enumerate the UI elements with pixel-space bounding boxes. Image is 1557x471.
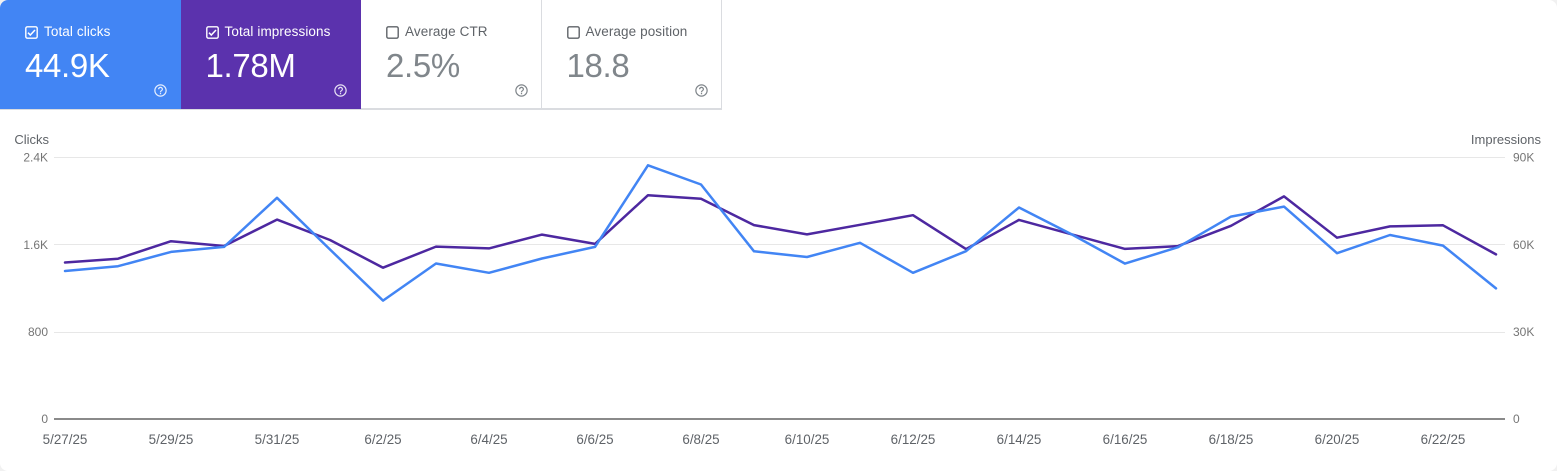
svg-text:6/12/25: 6/12/25 (891, 432, 936, 447)
svg-text:6/18/25: 6/18/25 (1209, 432, 1254, 447)
svg-text:0: 0 (1513, 412, 1520, 426)
svg-text:6/6/25: 6/6/25 (576, 432, 613, 447)
svg-text:5/27/25: 5/27/25 (43, 432, 88, 447)
svg-text:1.6K: 1.6K (23, 238, 48, 252)
svg-text:Impressions: Impressions (1471, 132, 1542, 147)
svg-text:5/29/25: 5/29/25 (149, 432, 194, 447)
svg-text:6/10/25: 6/10/25 (785, 432, 830, 447)
svg-text:60K: 60K (1513, 238, 1534, 252)
svg-text:6/4/25: 6/4/25 (470, 432, 507, 447)
svg-text:5/31/25: 5/31/25 (255, 432, 300, 447)
svg-text:6/16/25: 6/16/25 (1103, 432, 1148, 447)
svg-text:6/20/25: 6/20/25 (1315, 432, 1360, 447)
svg-text:2.4K: 2.4K (23, 151, 48, 165)
svg-text:6/2/25: 6/2/25 (364, 432, 401, 447)
svg-text:6/22/25: 6/22/25 (1421, 432, 1466, 447)
svg-text:Clicks: Clicks (14, 132, 49, 147)
svg-text:6/14/25: 6/14/25 (997, 432, 1042, 447)
svg-text:6/8/25: 6/8/25 (682, 432, 719, 447)
svg-text:800: 800 (28, 325, 48, 339)
svg-text:90K: 90K (1513, 151, 1534, 165)
svg-text:30K: 30K (1513, 325, 1534, 339)
svg-text:0: 0 (41, 412, 48, 426)
